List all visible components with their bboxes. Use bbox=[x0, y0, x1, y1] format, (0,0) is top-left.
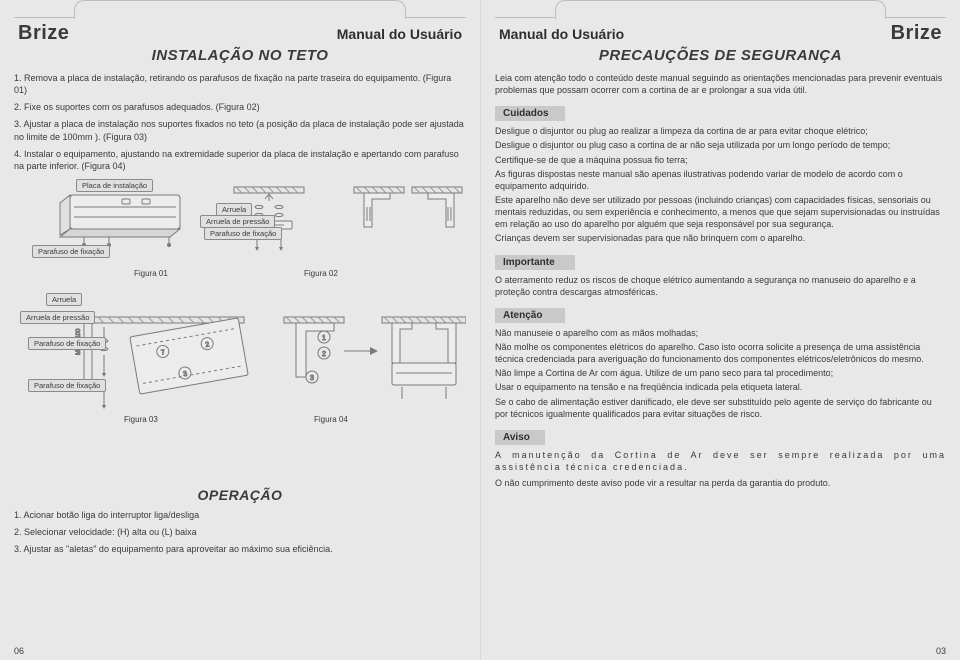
fig02-label: Figura 02 bbox=[304, 269, 338, 278]
cuidados-list: Desligue o disjuntor ou plug ao realizar… bbox=[495, 125, 946, 244]
page-num-left: 06 bbox=[14, 646, 24, 656]
atencao-item: Não manuseie o aparelho com as mãos molh… bbox=[495, 327, 946, 339]
tag-parafuso-4: Parafuso de fixação bbox=[28, 379, 106, 392]
cuidados-item: Certifique-se de que a máquina possua fi… bbox=[495, 154, 946, 166]
aviso-item-2: O não cumprimento deste aviso pode vir a… bbox=[495, 477, 946, 489]
manual-title-left: Manual do Usuário bbox=[337, 26, 462, 42]
svg-text:2: 2 bbox=[322, 351, 326, 358]
aviso-item-1: A manutenção da Cortina de Ar deve ser s… bbox=[495, 449, 946, 473]
importante-text: O aterramento reduz os riscos de choque … bbox=[495, 274, 946, 298]
tag-parafuso-1: Parafuso de fixação bbox=[32, 245, 110, 258]
tag-parafuso-2: Parafuso de fixação bbox=[204, 227, 282, 240]
op-step-3: 3. Ajustar as "aletas" do equipamento pa… bbox=[14, 543, 466, 555]
cuidados-item: Desligue o disjuntor ou plug caso a cort… bbox=[495, 139, 946, 151]
atencao-item: Se o cabo de alimentação estiver danific… bbox=[495, 396, 946, 420]
fig01-label: Figura 01 bbox=[134, 269, 168, 278]
install-step-3: 3. Ajustar a placa de instalação nos sup… bbox=[14, 118, 466, 142]
figures-area: 7 2 3 MAX. 100 bbox=[14, 177, 466, 477]
atencao-item: Usar o equipamento na tensão e na freqüê… bbox=[495, 381, 946, 393]
fig04-label: Figura 04 bbox=[314, 415, 348, 424]
tag-placa: Placa de instalação bbox=[76, 179, 153, 192]
header-left: Brize Manual do Usuário bbox=[14, 22, 466, 45]
cuidados-item: Este aparelho não deve ser utilizado por… bbox=[495, 194, 946, 230]
fig03-label: Figura 03 bbox=[124, 415, 158, 424]
subtitle-left: INSTALAÇÃO NO TETO bbox=[14, 47, 466, 64]
cuidados-heading: Cuidados bbox=[495, 106, 565, 121]
svg-text:1: 1 bbox=[322, 335, 326, 342]
importante-heading: Importante bbox=[495, 255, 575, 270]
tag-arruela-2: Arruela bbox=[46, 293, 82, 306]
cuidados-item: Crianças devem ser supervisionadas para … bbox=[495, 232, 946, 244]
svg-text:3: 3 bbox=[310, 375, 314, 382]
atencao-list: Não manuseie o aparelho com as mãos molh… bbox=[495, 327, 946, 420]
install-step-1: 1. Remova a placa de instalação, retiran… bbox=[14, 72, 466, 96]
cuidados-item: As figuras dispostas neste manual são ap… bbox=[495, 168, 946, 192]
atencao-item: Não limpe a Cortina de Ar com água. Util… bbox=[495, 367, 946, 379]
op-step-1: 1. Acionar botão liga do interruptor lig… bbox=[14, 509, 466, 521]
install-step-2: 2. Fixe os suportes com os parafusos ade… bbox=[14, 101, 466, 113]
header-tab bbox=[14, 6, 466, 18]
cuidados-item: Desligue o disjuntor ou plug ao realizar… bbox=[495, 125, 946, 137]
tag-parafuso-3: Parafuso de fixação bbox=[28, 337, 106, 350]
brand-left: Brize bbox=[18, 22, 69, 45]
brand-right: Brize bbox=[891, 22, 942, 45]
op-step-2: 2. Selecionar velocidade: (H) alta ou (L… bbox=[14, 526, 466, 538]
page-num-right: 03 bbox=[936, 646, 946, 656]
subtitle-right: PRECAUÇÕES DE SEGURANÇA bbox=[495, 47, 946, 64]
tag-arruela-pressao-2: Arruela de pressão bbox=[20, 311, 95, 324]
page-left: Brize Manual do Usuário INSTALAÇÃO NO TE… bbox=[0, 0, 480, 660]
manual-spread: Brize Manual do Usuário INSTALAÇÃO NO TE… bbox=[0, 0, 960, 660]
header-right: Manual do Usuário Brize bbox=[495, 22, 946, 45]
intro-text: Leia com atenção todo o conteúdo deste m… bbox=[495, 72, 946, 96]
operation-title: OPERAÇÃO bbox=[14, 487, 466, 503]
install-step-4: 4. Instalar o equipamento, ajustando na … bbox=[14, 148, 466, 172]
aviso-heading: Aviso bbox=[495, 430, 545, 445]
atencao-item: Não molhe os componentes elétricos do ap… bbox=[495, 341, 946, 365]
manual-title-right: Manual do Usuário bbox=[499, 26, 624, 42]
atencao-heading: Atenção bbox=[495, 308, 565, 323]
page-right: Manual do Usuário Brize PRECAUÇÕES DE SE… bbox=[480, 0, 960, 660]
header-tab-right bbox=[495, 6, 946, 18]
